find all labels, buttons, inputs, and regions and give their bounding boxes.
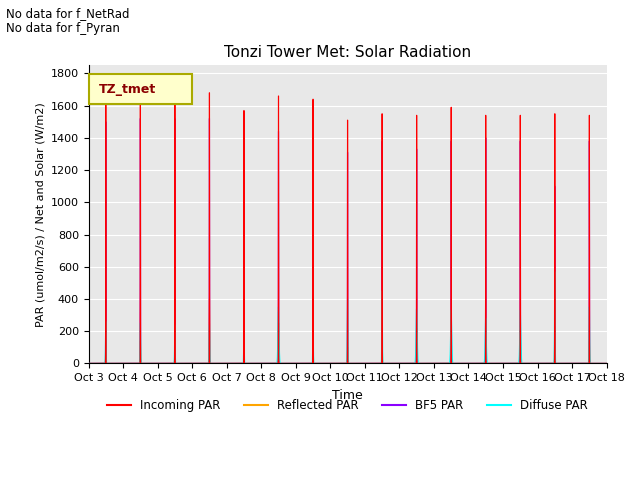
Text: No data for f_Pyran: No data for f_Pyran: [6, 22, 120, 35]
Title: Tonzi Tower Met: Solar Radiation: Tonzi Tower Met: Solar Radiation: [224, 45, 471, 60]
FancyBboxPatch shape: [88, 74, 192, 104]
Legend: Incoming PAR, Reflected PAR, BF5 PAR, Diffuse PAR: Incoming PAR, Reflected PAR, BF5 PAR, Di…: [102, 395, 593, 417]
Text: No data for f_NetRad: No data for f_NetRad: [6, 7, 130, 20]
Y-axis label: PAR (umol/m2/s) / Net and Solar (W/m2): PAR (umol/m2/s) / Net and Solar (W/m2): [35, 102, 45, 327]
Text: TZ_tmet: TZ_tmet: [99, 84, 156, 96]
X-axis label: Time: Time: [332, 389, 363, 402]
